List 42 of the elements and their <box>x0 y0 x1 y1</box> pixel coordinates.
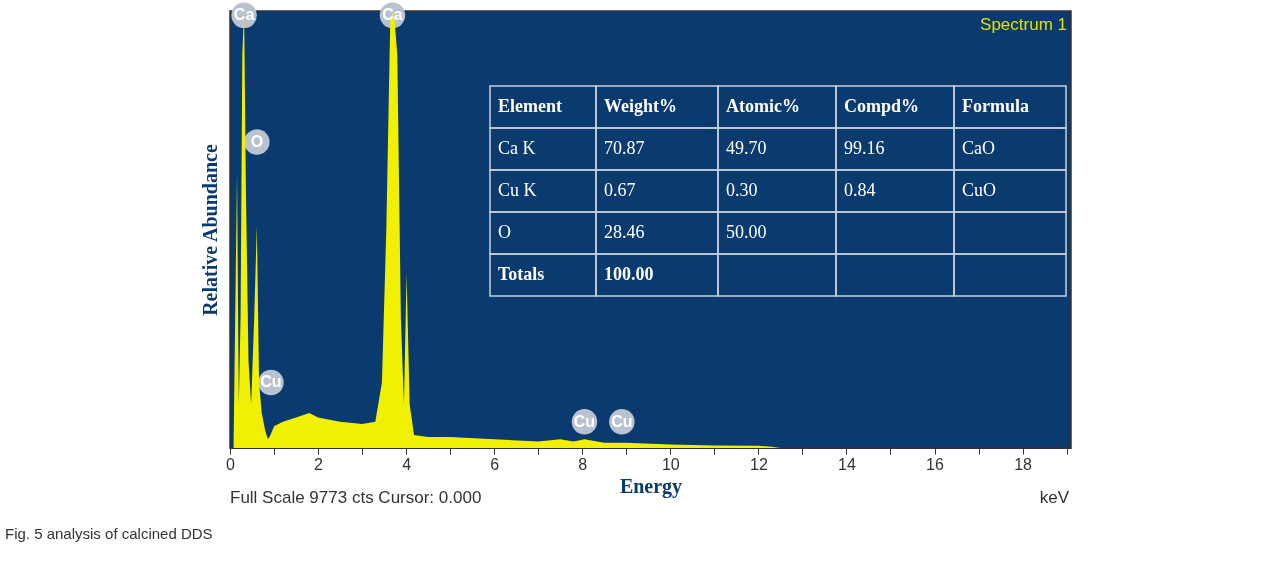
annotation: Totals <box>498 264 545 284</box>
y-axis-title: Relative Abundance <box>198 144 221 316</box>
annotation: Weight% <box>604 96 678 116</box>
x-tick-label: 14 <box>838 455 856 473</box>
annotation: 28.46 <box>604 222 645 242</box>
x-tick-label: 0 <box>226 455 236 473</box>
caption: Fig. 5 analysis of calcined DDS <box>5 525 213 542</box>
annotation: Atomic% <box>726 96 800 116</box>
annotation: CuO <box>962 180 997 200</box>
annotation: 0.84 <box>844 180 876 200</box>
x-tick-label: 10 <box>661 455 680 473</box>
annotation: Spectrum 1 <box>980 15 1067 34</box>
text: Full Scale 9773 cts Cursor: 0.000 <box>230 488 482 507</box>
text: keV <box>1039 488 1070 507</box>
x-tick-label: 8 <box>578 455 588 473</box>
annotation: Ca <box>382 6 403 24</box>
annotation: Cu K <box>498 180 537 200</box>
annotation: O <box>250 133 264 151</box>
annotation: Compd% <box>844 96 920 116</box>
x-tick-label: 4 <box>402 455 412 473</box>
annotation: 100.00 <box>604 264 654 284</box>
annotation: Ca <box>233 6 255 24</box>
annotation: Ca K <box>498 138 536 158</box>
x-tick-label: 16 <box>926 455 944 473</box>
annotation: 49.70 <box>726 138 767 158</box>
annotation: CaO <box>962 138 995 158</box>
x-axis-title: Energy <box>619 474 683 498</box>
annotation: 0.67 <box>604 180 636 200</box>
x-tick-label: 6 <box>490 455 500 473</box>
x-tick-label: 12 <box>749 455 768 473</box>
annotation: Cu <box>611 412 633 430</box>
annotation: 99.16 <box>844 138 885 158</box>
x-tick-label: 18 <box>1014 455 1033 473</box>
annotation: Element <box>498 96 562 116</box>
annotation: Formula <box>962 96 1029 116</box>
annotation: Cu <box>573 412 596 430</box>
x-tick-label: 2 <box>314 455 324 473</box>
annotation: O <box>498 222 511 242</box>
annotation: 50.00 <box>726 222 767 242</box>
annotation: 0.30 <box>726 180 758 200</box>
annotation: 70.87 <box>604 138 645 158</box>
annotation: Cu <box>260 373 282 391</box>
